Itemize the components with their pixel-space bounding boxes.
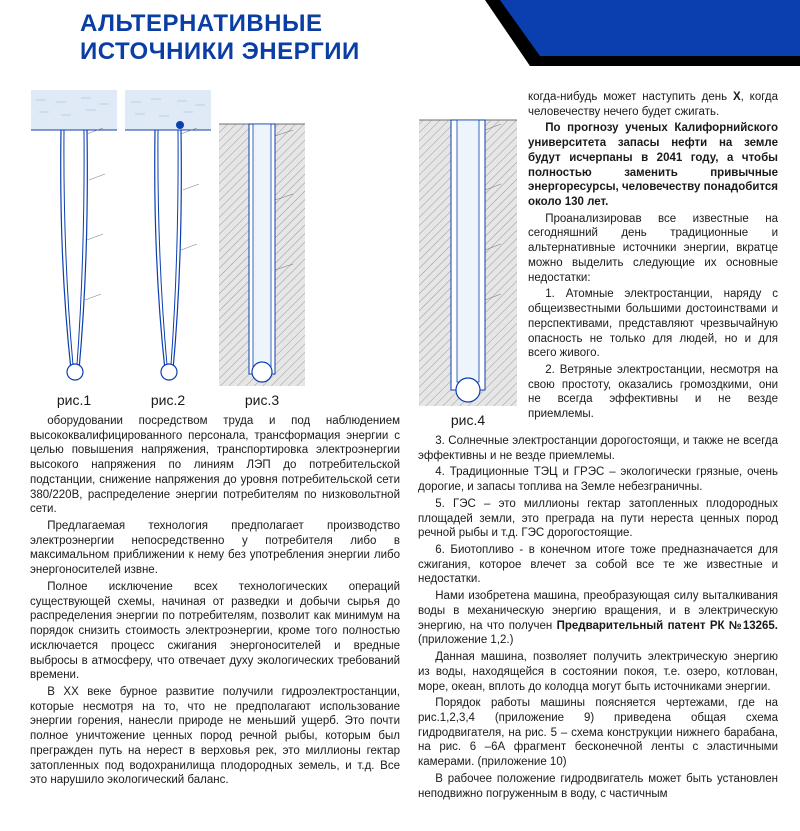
right-p2: Проанализировав все известные на сегодня… bbox=[528, 212, 778, 286]
right-top-text: когда-нибудь может наступить день X, ког… bbox=[528, 90, 778, 434]
left-p2: Предлагаемая технология предполагает про… bbox=[30, 519, 400, 578]
right-p0-prefix: когда-нибудь может наступить день bbox=[528, 91, 733, 103]
figure-row: рис.1 bbox=[30, 90, 400, 408]
header-shape bbox=[440, 0, 800, 78]
right-p12: В рабочее положение гидродвигатель может… bbox=[418, 772, 778, 801]
right-p7: 5. ГЭС – это миллионы гектар затопленных… bbox=[418, 497, 778, 541]
right-p9c: (приложение 1,2.) bbox=[418, 634, 513, 646]
right-p1: По прогнозу ученых Калифорнийского униве… bbox=[528, 121, 778, 209]
left-p4: В XX веке бурное развитие получили гидро… bbox=[30, 685, 400, 788]
left-column: рис.1 bbox=[30, 90, 400, 803]
content-columns: рис.1 bbox=[0, 78, 800, 803]
figure-2: рис.2 bbox=[124, 90, 212, 408]
left-p1: оборудовании посредством труда и под наб… bbox=[30, 414, 400, 517]
figure-3-caption: рис.3 bbox=[218, 392, 306, 408]
page-title: АЛЬТЕРНАТИВНЫЕ ИСТОЧНИКИ ЭНЕРГИИ bbox=[80, 10, 360, 65]
right-p11: Порядок работы машины поясняется чертежа… bbox=[418, 696, 778, 770]
right-column: рис.4 когда-нибудь может наступить день … bbox=[418, 90, 778, 803]
right-p6: 4. Традиционные ТЭЦ и ГРЭС – экологическ… bbox=[418, 465, 778, 494]
figure-2-caption: рис.2 bbox=[124, 392, 212, 408]
right-p9b: Предварительный патент РК №13265. bbox=[557, 620, 778, 632]
right-top-row: рис.4 когда-нибудь может наступить день … bbox=[418, 90, 778, 434]
figure-1-caption: рис.1 bbox=[30, 392, 118, 408]
right-p9: Нами изобретена машина, преобразующая си… bbox=[418, 589, 778, 648]
title-line1: АЛЬТЕРНАТИВНЫЕ bbox=[80, 10, 323, 37]
figure-1: рис.1 bbox=[30, 90, 118, 408]
right-p3: 1. Атомные электростанции, наряду с обще… bbox=[528, 287, 778, 361]
right-p10: Данная машина, позволяет получить электр… bbox=[418, 650, 778, 694]
figure-4-caption: рис.4 bbox=[418, 412, 518, 428]
right-p4: 2. Ветряные электростанции, несмотря на … bbox=[528, 363, 778, 422]
right-p0-bold: X bbox=[733, 91, 741, 103]
left-p3: Полное исключение всех технологических о… bbox=[30, 580, 400, 683]
right-p5: 3. Солнечные электростанции дорогостоящи… bbox=[418, 434, 778, 463]
right-p0: когда-нибудь может наступить день X, ког… bbox=[528, 90, 778, 119]
figure-4: рис.4 bbox=[418, 90, 518, 428]
page-header: АЛЬТЕРНАТИВНЫЕ ИСТОЧНИКИ ЭНЕРГИИ bbox=[0, 0, 800, 78]
right-p8: 6. Биотопливо - в конечном итоге тоже пр… bbox=[418, 543, 778, 587]
figure-3: рис.3 bbox=[218, 90, 306, 408]
title-line2: ИСТОЧНИКИ ЭНЕРГИИ bbox=[80, 38, 360, 65]
